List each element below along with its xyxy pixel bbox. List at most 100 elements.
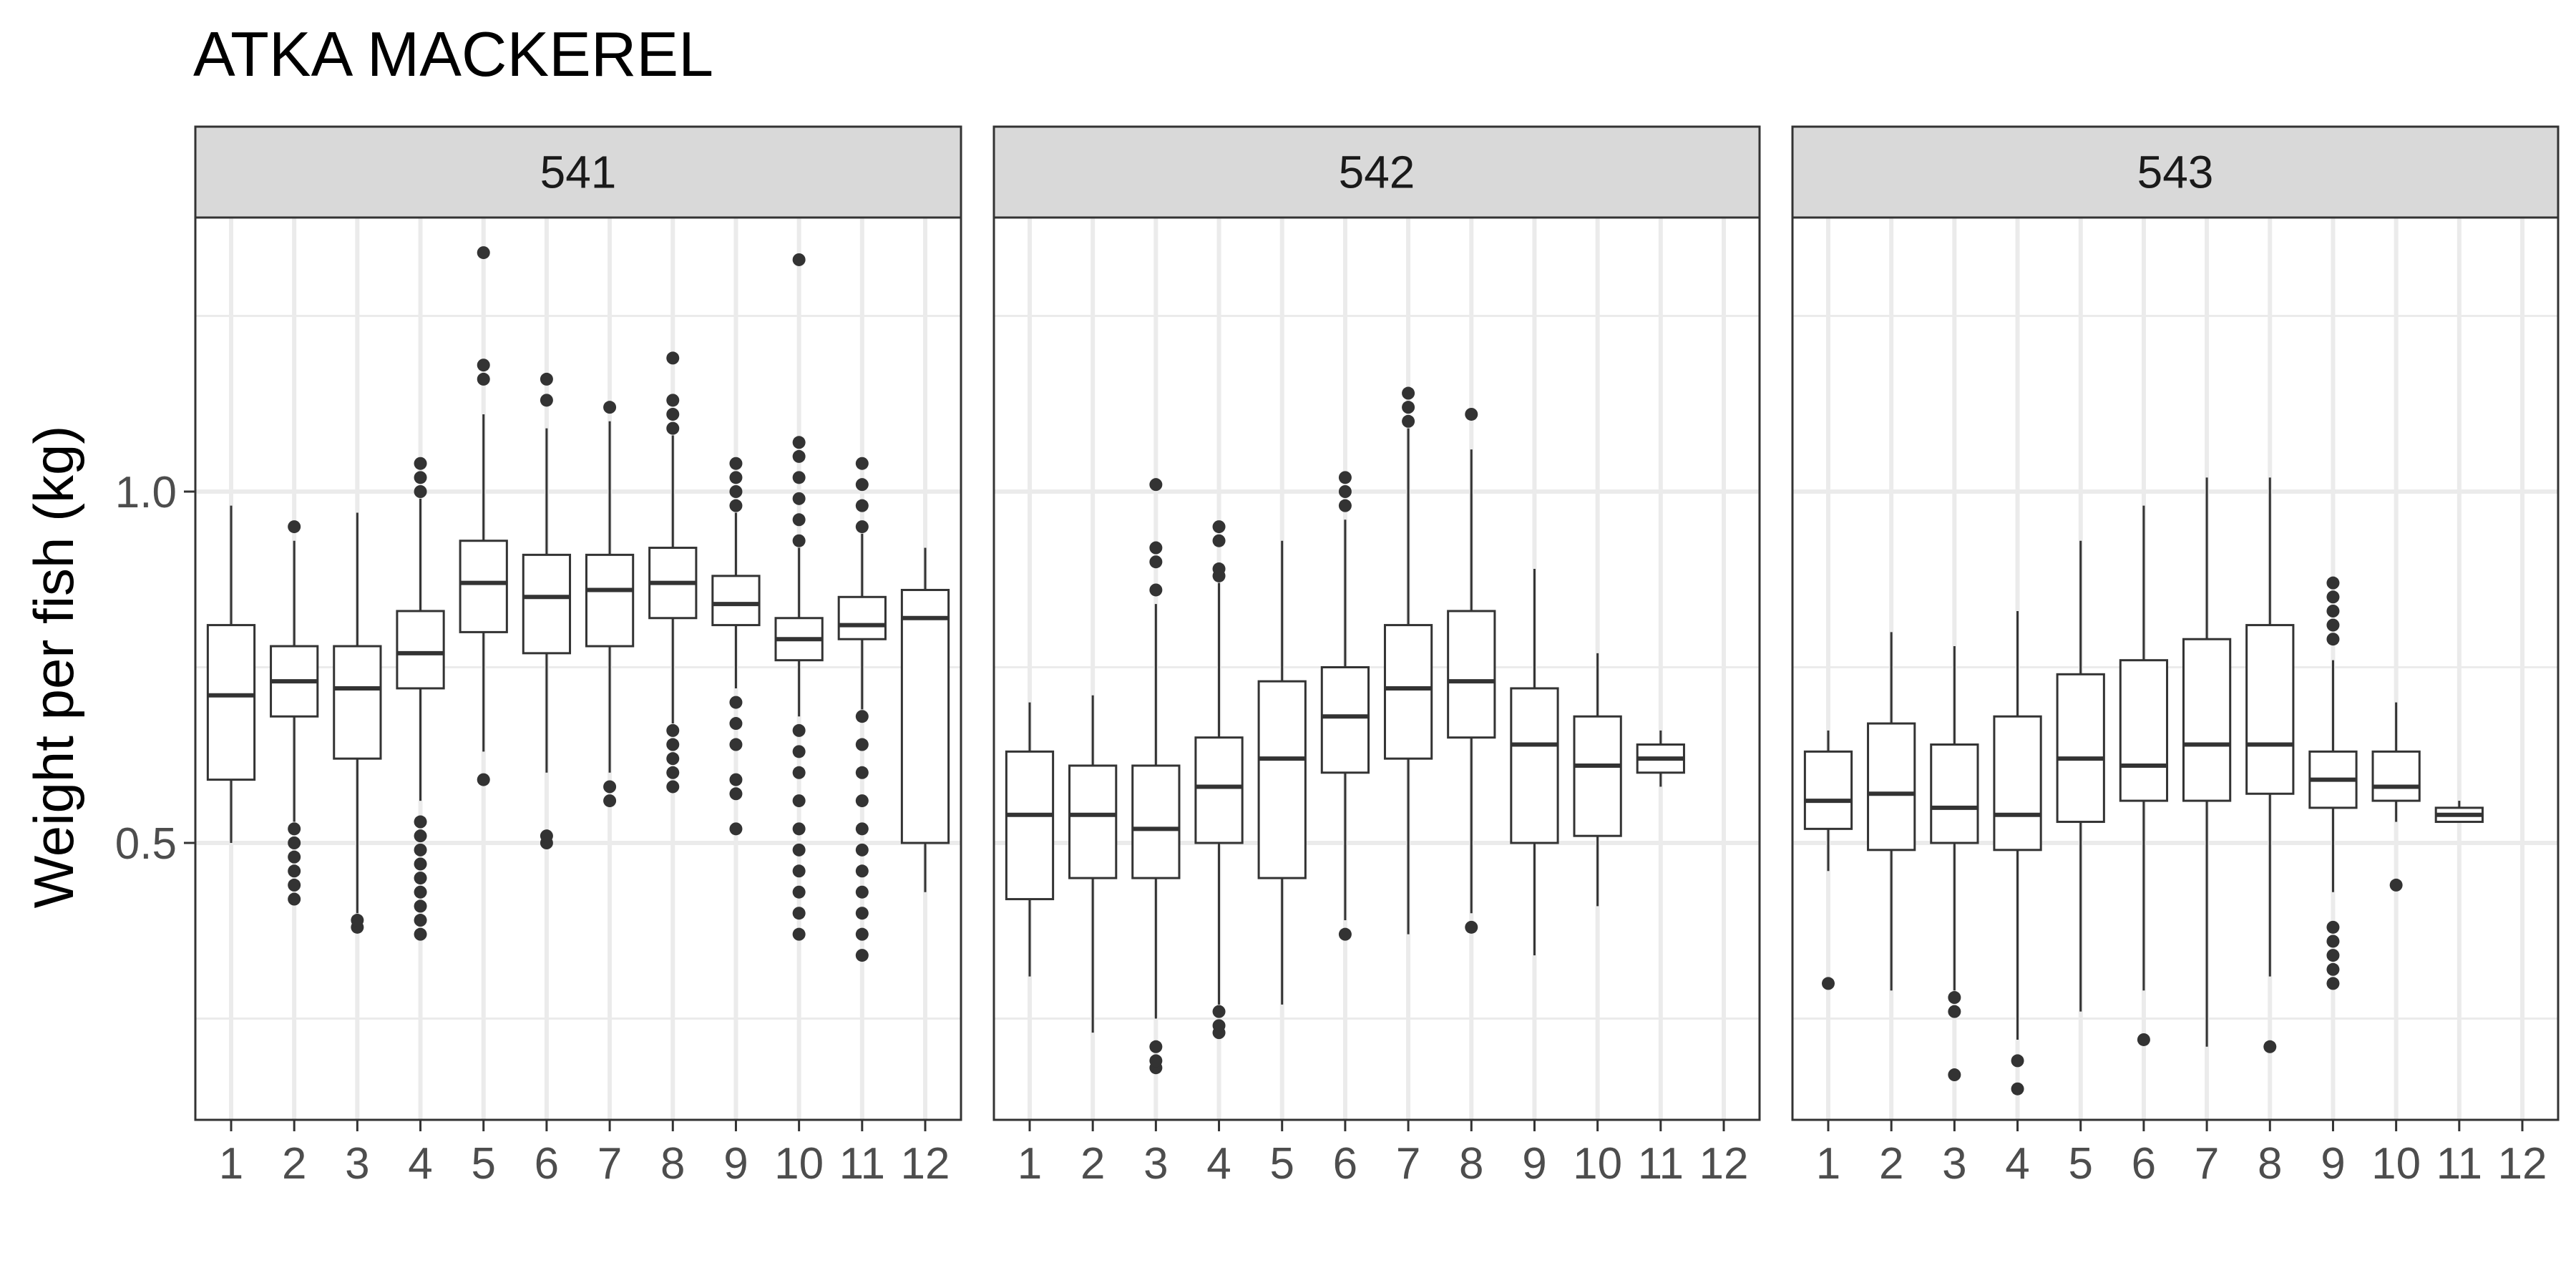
facet-strip-label: 542 bbox=[1339, 147, 1415, 198]
box-iqr bbox=[1803, 750, 1853, 830]
box-iqr bbox=[1131, 764, 1181, 879]
outlier-point bbox=[792, 492, 806, 505]
outlier-point bbox=[1948, 991, 1961, 1005]
box-iqr bbox=[206, 624, 256, 781]
outlier-point bbox=[2263, 1040, 2277, 1053]
outlier-point bbox=[729, 485, 743, 498]
x-tick-label: 5 bbox=[2068, 1139, 2092, 1189]
x-tick-label: 12 bbox=[1699, 1139, 1749, 1189]
box-542-4 bbox=[1194, 520, 1244, 1040]
x-tick-label: 3 bbox=[1942, 1139, 1966, 1189]
x-tick-label: 6 bbox=[535, 1139, 559, 1189]
outlier-point bbox=[477, 773, 490, 786]
box-iqr bbox=[711, 575, 761, 627]
x-tick-label: 5 bbox=[1269, 1139, 1294, 1189]
outlier-point bbox=[2326, 935, 2340, 948]
outlier-point bbox=[1149, 555, 1163, 569]
box-iqr bbox=[1510, 687, 1559, 844]
box-iqr bbox=[333, 645, 382, 760]
x-tick-label: 10 bbox=[1573, 1139, 1622, 1189]
outlier-point bbox=[855, 766, 869, 779]
outlier-point bbox=[414, 914, 427, 927]
outlier-point bbox=[792, 449, 806, 463]
outlier-point bbox=[414, 843, 427, 857]
x-tick-label: 1 bbox=[1018, 1139, 1042, 1189]
x-tick-label: 1 bbox=[219, 1139, 243, 1189]
box-542-3 bbox=[1131, 478, 1181, 1075]
outlier-point bbox=[2326, 618, 2340, 632]
box-iqr bbox=[1068, 764, 1118, 879]
x-tick-label: 2 bbox=[282, 1139, 306, 1189]
outlier-point bbox=[855, 907, 869, 920]
box-543-1 bbox=[1803, 730, 1853, 990]
x-tick-label: 11 bbox=[1638, 1139, 1684, 1189]
box-iqr bbox=[837, 595, 887, 640]
box-iqr bbox=[2182, 638, 2232, 802]
outlier-point bbox=[1212, 520, 1226, 534]
facet-strip-label: 541 bbox=[540, 147, 617, 198]
x-tick-label: 4 bbox=[2005, 1139, 2029, 1189]
outlier-point bbox=[2326, 920, 2340, 934]
facet-strip bbox=[1791, 125, 2560, 219]
outlier-point bbox=[792, 253, 806, 266]
box-543-4 bbox=[1993, 610, 2042, 1096]
panel-background bbox=[1792, 218, 2558, 1120]
outlier-point bbox=[414, 457, 427, 470]
outlier-point bbox=[351, 914, 364, 927]
x-tick-label: 2 bbox=[1879, 1139, 1903, 1189]
box-iqr bbox=[459, 540, 508, 633]
y-tick-label: 1.0 bbox=[115, 468, 177, 517]
outlier-point bbox=[288, 836, 301, 849]
x-tick-label: 2 bbox=[1080, 1139, 1105, 1189]
outlier-point bbox=[603, 780, 617, 794]
outlier-point bbox=[666, 780, 680, 794]
outlier-point bbox=[414, 857, 427, 871]
outlier-point bbox=[855, 822, 869, 836]
box-iqr bbox=[900, 588, 950, 844]
outlier-point bbox=[729, 696, 743, 709]
panel-background bbox=[195, 218, 961, 1120]
outlier-point bbox=[855, 927, 869, 941]
outlier-point bbox=[414, 471, 427, 484]
outlier-point bbox=[603, 794, 617, 808]
outlier-point bbox=[1338, 927, 1352, 941]
outlier-point bbox=[792, 794, 806, 808]
outlier-point bbox=[2326, 633, 2340, 646]
outlier-point bbox=[2137, 1033, 2150, 1046]
box-iqr bbox=[1993, 715, 2042, 852]
outlier-point bbox=[855, 843, 869, 857]
outlier-point bbox=[603, 401, 617, 414]
outlier-point bbox=[792, 843, 806, 857]
box-543-6 bbox=[2119, 505, 2169, 1046]
outlier-point bbox=[666, 351, 680, 365]
outlier-point bbox=[414, 872, 427, 885]
outlier-point bbox=[414, 815, 427, 829]
box-542-7 bbox=[1383, 386, 1433, 935]
box-iqr bbox=[2371, 750, 2421, 802]
outlier-point bbox=[666, 421, 680, 435]
x-tick-label: 12 bbox=[2498, 1139, 2547, 1189]
outlier-point bbox=[2011, 1054, 2024, 1068]
box-541-4 bbox=[396, 457, 445, 941]
box-iqr bbox=[1320, 666, 1370, 774]
outlier-point bbox=[414, 899, 427, 913]
box-542-2 bbox=[1068, 695, 1118, 1033]
outlier-point bbox=[1149, 1040, 1163, 1053]
box-543-7 bbox=[2182, 477, 2232, 1047]
outlier-point bbox=[1212, 534, 1226, 547]
x-tick-label: 8 bbox=[2258, 1139, 2282, 1189]
outlier-point bbox=[288, 892, 301, 906]
outlier-point bbox=[792, 927, 806, 941]
x-tick-label: 9 bbox=[723, 1139, 748, 1189]
outlier-point bbox=[666, 752, 680, 766]
outlier-point bbox=[1212, 1019, 1226, 1033]
box-541-10 bbox=[774, 253, 824, 941]
outlier-point bbox=[414, 927, 427, 941]
x-tick-label: 1 bbox=[1816, 1139, 1840, 1189]
box-542-5 bbox=[1257, 540, 1307, 1005]
box-541-5 bbox=[459, 246, 508, 786]
outlier-point bbox=[2326, 977, 2340, 990]
